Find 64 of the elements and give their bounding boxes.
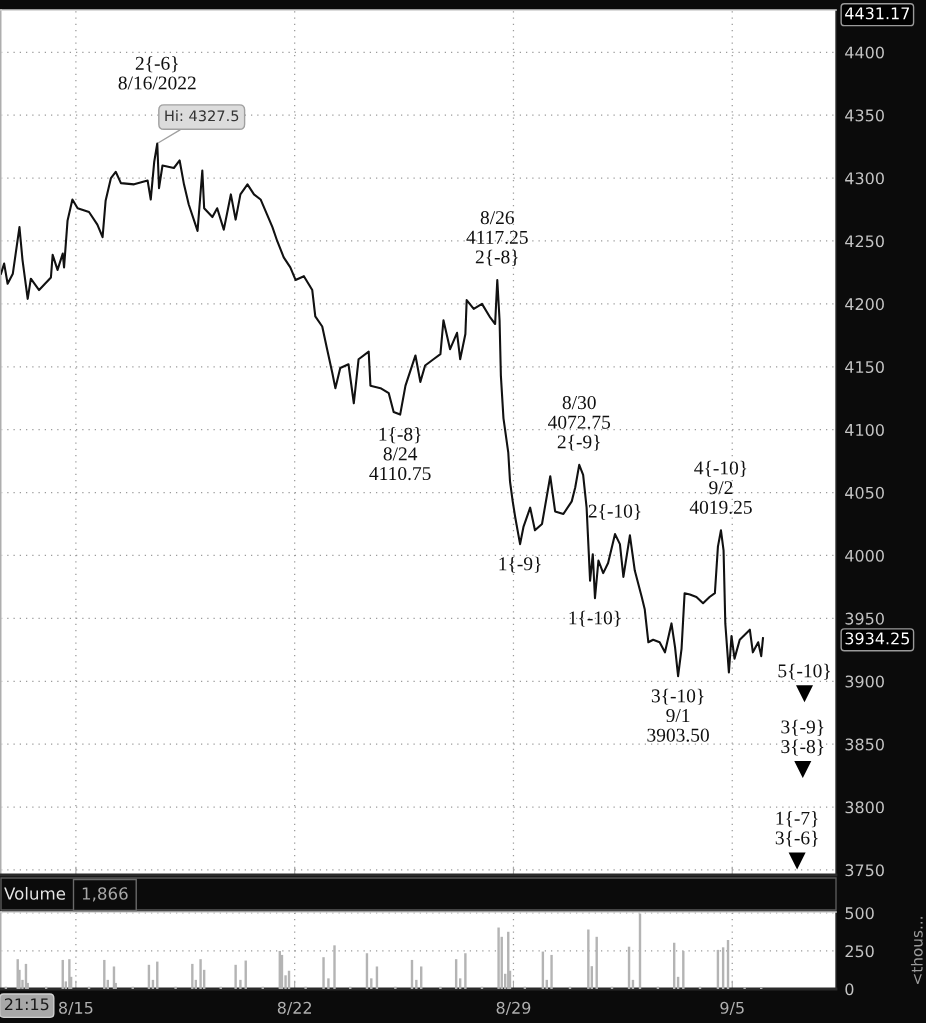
y-tick-label: 4000 (845, 549, 884, 562)
bar (415, 979, 418, 989)
y-axis-title: <thous... (910, 917, 923, 984)
x-tick-label: 8/22 (277, 1001, 312, 1016)
y-tick-label: 3850 (845, 738, 884, 751)
y-tick-label: 4400 (845, 46, 884, 59)
bar (103, 959, 106, 989)
bar (497, 927, 500, 989)
annotation: 1{-7} 3{-6} (775, 811, 818, 847)
bar (191, 963, 194, 989)
bar (304, 986, 307, 989)
y-tick-label: 3934.25 (845, 632, 909, 645)
y-tick-label: 3950 (845, 612, 884, 625)
chart-subtitle: 1,866 (82, 887, 128, 902)
bar (174, 986, 177, 989)
x-tick-label: 9/5 (720, 1001, 744, 1016)
bar (234, 964, 237, 989)
data-label: Hi: 4327.5 (165, 110, 239, 122)
bar (464, 953, 467, 989)
annotation: 1{-9} (499, 556, 541, 573)
bar (199, 959, 202, 989)
bar (595, 936, 598, 989)
y-tick-label: 3900 (845, 675, 884, 688)
bar (239, 979, 242, 989)
annotation: 2{-10} (588, 503, 641, 521)
y-tick-label: 4250 (845, 235, 884, 248)
annotation: 8/26 4117.25 2{-8} (466, 211, 528, 266)
bar (327, 978, 330, 989)
annotation: 4{-10} 9/2 4019.25 (689, 460, 752, 514)
annotation: 2{-6} 8/16/2022 (118, 56, 196, 90)
bar (322, 957, 325, 989)
y-tick-label: 3800 (845, 801, 884, 814)
bar (550, 954, 553, 989)
line-series (1, 142, 764, 678)
point (796, 685, 814, 703)
y-tick-label: 4300 (845, 172, 884, 185)
y-tick-label: 4150 (845, 360, 884, 374)
y-tick-label: 4050 (845, 486, 884, 499)
text: 21:15 (4, 998, 49, 1011)
annotation: 8/30 4072.75 2{-9} (548, 396, 611, 451)
y-tick-label: 4350 (845, 109, 884, 122)
bar (587, 929, 590, 989)
y-tick-label: 3750 (845, 864, 884, 877)
y-tick-label: 4431.17 (845, 7, 910, 20)
bar (439, 986, 442, 989)
chart-title: Volume (4, 886, 66, 900)
bar (333, 945, 336, 989)
y-tick-label: 500 (845, 907, 874, 920)
point (794, 761, 812, 779)
annotation: 1{-10} (569, 610, 621, 627)
annotation: 3{-10} 9/1 3903.50 (647, 688, 709, 742)
y-tick-label: 4100 (845, 423, 884, 436)
point (788, 852, 806, 870)
y-tick-label: 0 (845, 983, 854, 996)
annotation: 1{-8} 8/24 4110.75 (369, 427, 431, 481)
bar (682, 950, 685, 989)
bar (394, 986, 397, 989)
y-tick-label: 250 (845, 945, 874, 958)
bar (68, 959, 71, 989)
annotation: 3{-9} 3{-8} (781, 719, 824, 756)
x-tick-label: 8/15 (59, 1001, 93, 1016)
annotation: 5{-10} (778, 663, 830, 680)
x-tick-label: 8/29 (496, 1001, 531, 1016)
y-tick-label: 4200 (845, 298, 884, 311)
